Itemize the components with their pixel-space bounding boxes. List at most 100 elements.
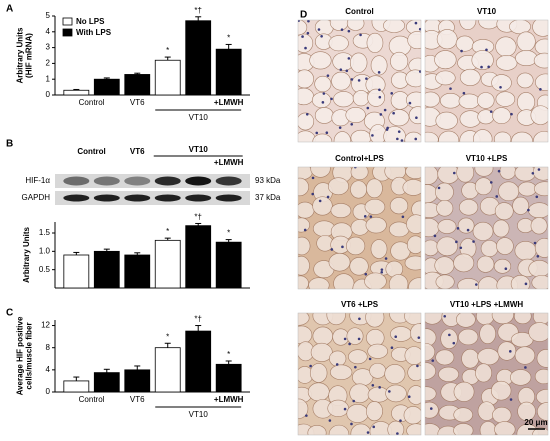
muscle-fiber — [333, 273, 355, 289]
muscle-fiber — [436, 200, 454, 217]
muscle-fiber — [530, 105, 548, 125]
muscle-fiber — [533, 181, 548, 197]
muscle-fiber — [389, 197, 409, 215]
muscle-fiber — [516, 72, 534, 89]
significance-mark: *† — [194, 6, 202, 15]
muscle-fiber — [365, 401, 383, 422]
muscle-fiber — [385, 384, 407, 403]
muscle-fiber — [425, 423, 441, 435]
nucleus — [459, 246, 463, 250]
muscle-fiber — [440, 328, 458, 349]
nucleus — [305, 414, 308, 417]
muscle-fiber — [309, 51, 332, 70]
nucleus — [509, 398, 513, 401]
bar — [154, 347, 181, 393]
tissue — [425, 313, 548, 435]
muscle-fiber — [494, 202, 514, 221]
muscle-fiber — [461, 348, 480, 369]
muscle-fiber — [370, 55, 388, 76]
muscle-fiber — [495, 36, 517, 57]
micrograph-title: Control+LPS — [335, 154, 384, 163]
muscle-fiber — [474, 177, 493, 196]
nucleus — [460, 49, 463, 53]
nucleus — [449, 87, 452, 90]
nucleus — [533, 241, 537, 245]
nucleus — [400, 139, 404, 142]
muscle-fiber — [311, 92, 332, 108]
y-axis-label: Arbitrary Units — [22, 226, 31, 283]
muscle-fiber — [350, 167, 369, 181]
nucleus — [321, 101, 325, 104]
muscle-fiber — [528, 260, 548, 278]
muscle-fiber — [534, 368, 548, 385]
micrograph-border — [424, 19, 549, 143]
nucleus — [343, 337, 347, 341]
nucleus — [317, 28, 321, 31]
muscle-fiber — [404, 255, 421, 271]
muscle-fiber — [298, 112, 315, 131]
muscle-fiber — [388, 109, 410, 127]
muscle-fiber — [387, 420, 405, 435]
blot-strip — [55, 191, 250, 205]
y-tick-label: 5 — [46, 11, 51, 20]
muscle-fiber — [307, 382, 330, 402]
blot-protein: GAPDH — [22, 193, 51, 202]
nucleus — [311, 176, 315, 180]
nucleus — [472, 240, 475, 243]
y-tick-label: 1 — [46, 74, 51, 83]
blot-band — [154, 194, 181, 202]
nucleus — [414, 21, 418, 25]
nucleus — [377, 71, 381, 74]
muscle-fiber — [298, 33, 314, 53]
muscle-fiber — [328, 35, 349, 52]
muscle-fiber — [314, 75, 332, 93]
group-label: VT10 — [189, 410, 209, 419]
blot-band — [185, 194, 212, 202]
bar — [93, 250, 120, 289]
muscle-fiber — [327, 177, 349, 196]
nucleus — [345, 69, 349, 73]
y-axis-label: (HIF mRNA) — [25, 33, 34, 78]
nucleus — [325, 131, 329, 135]
micrograph — [297, 312, 422, 436]
muscle-fiber — [514, 346, 536, 365]
nucleus — [539, 88, 542, 91]
muscle-fiber — [479, 323, 496, 345]
bar — [93, 78, 120, 96]
muscle-fiber — [298, 398, 309, 419]
nucleus — [365, 77, 368, 80]
muscle-fiber — [298, 201, 315, 219]
muscle-fiber — [492, 406, 512, 424]
muscle-fiber — [330, 203, 352, 218]
muscle-fiber — [528, 322, 548, 342]
nucleus — [487, 65, 490, 69]
significance-mark: * — [227, 34, 230, 43]
bar — [154, 59, 181, 96]
tissue — [298, 167, 421, 289]
nucleus — [431, 359, 435, 362]
muscle-fiber — [365, 313, 385, 328]
nucleus — [357, 337, 361, 341]
blot-band — [63, 176, 90, 186]
y-tick-label: 0 — [46, 387, 51, 396]
significance-mark: * — [166, 227, 169, 236]
nucleus — [397, 130, 401, 133]
muscle-fiber — [298, 255, 310, 276]
muscle-fiber — [329, 20, 349, 31]
nucleus — [414, 137, 418, 141]
nucleus — [452, 171, 456, 175]
muscle-fiber — [533, 131, 548, 142]
muscle-fiber — [390, 326, 412, 342]
nucleus — [527, 208, 530, 212]
nucleus — [499, 86, 502, 89]
muscle-fiber — [492, 107, 511, 124]
muscle-fiber — [383, 20, 406, 33]
muscle-fiber — [367, 343, 388, 359]
muscle-fiber — [472, 221, 494, 241]
nucleus — [408, 101, 412, 105]
nucleus — [399, 419, 402, 422]
muscle-fiber — [435, 274, 455, 289]
nucleus — [304, 46, 307, 50]
muscle-fiber — [456, 167, 475, 183]
muscle-fiber — [455, 35, 474, 52]
